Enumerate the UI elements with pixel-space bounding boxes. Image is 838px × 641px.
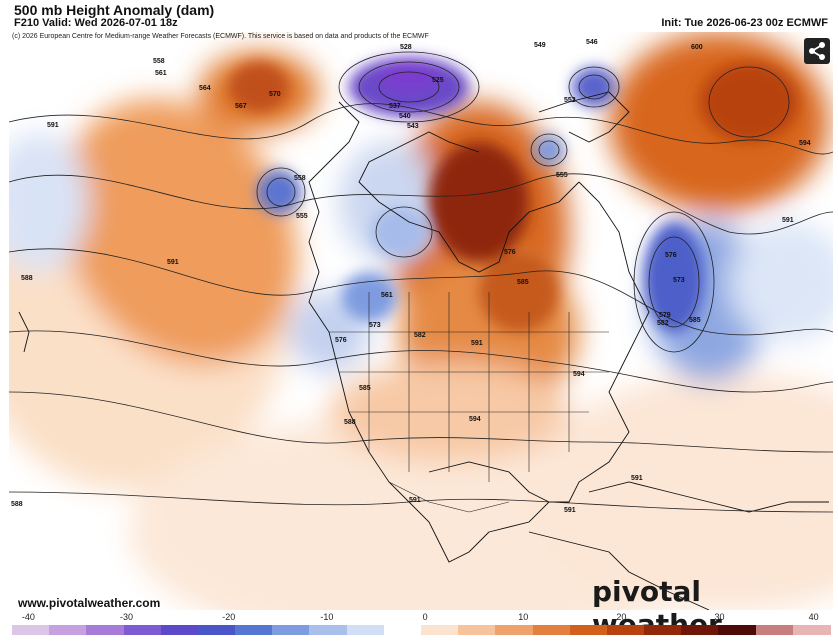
contour-label: 543 bbox=[407, 123, 419, 130]
colorbar-swatch bbox=[755, 625, 794, 635]
contour-label: 576 bbox=[335, 337, 347, 344]
contour-label: 591 bbox=[631, 475, 643, 482]
contour-label: 558 bbox=[153, 58, 165, 65]
contour-label: 582 bbox=[657, 320, 669, 327]
header-bar: 500 mb Height Anomaly (dam) F210 Valid: … bbox=[0, 0, 838, 32]
contour-label: 594 bbox=[469, 416, 481, 423]
contour-label: 585 bbox=[359, 385, 371, 392]
copyright-notice: (c) 2026 European Centre for Medium-rang… bbox=[12, 33, 429, 40]
contour-label: 588 bbox=[11, 501, 23, 508]
contour-label: 552 bbox=[564, 97, 576, 104]
colorbar-tick: 10 bbox=[518, 612, 529, 622]
contour-label: 591 bbox=[47, 122, 59, 129]
valid-time: F210 Valid: Wed 2026-07-01 18z bbox=[14, 17, 178, 29]
map-title: 500 mb Height Anomaly (dam) bbox=[14, 2, 215, 18]
colorbar-swatch bbox=[383, 625, 422, 635]
colorbar-tick: -10 bbox=[320, 612, 334, 622]
colorbar-tick: 40 bbox=[808, 612, 819, 622]
colorbar-swatch bbox=[12, 625, 50, 635]
contour-label: 558 bbox=[294, 175, 306, 182]
contour-label: 591 bbox=[167, 259, 179, 266]
contour-label: 585 bbox=[517, 279, 529, 286]
colorbar-tick: 0 bbox=[422, 612, 428, 622]
contour-label: 567 bbox=[235, 103, 247, 110]
share-button[interactable] bbox=[804, 38, 830, 64]
contour-label: 528 bbox=[400, 44, 412, 51]
colorbar-swatch bbox=[532, 625, 571, 635]
contour-label: 555 bbox=[296, 213, 308, 220]
contour-label: 573 bbox=[673, 277, 685, 284]
contour-label: 588 bbox=[344, 419, 356, 426]
colorbar-swatch bbox=[569, 625, 608, 635]
colorbar-swatch bbox=[495, 625, 534, 635]
state-borders bbox=[329, 292, 609, 513]
colorbar-swatch bbox=[49, 625, 88, 635]
colorbar-swatch bbox=[718, 625, 757, 635]
contour-label: 555 bbox=[556, 172, 568, 179]
colorbar-swatch bbox=[309, 625, 348, 635]
contour-label: 525 bbox=[432, 77, 444, 84]
contour-label: 546 bbox=[586, 39, 598, 46]
colorbar-swatch bbox=[346, 625, 385, 635]
colorbar-swatch bbox=[160, 625, 199, 635]
contour-label: 576 bbox=[504, 249, 516, 256]
contour-label: 591 bbox=[409, 497, 421, 504]
colorbar-swatch bbox=[86, 625, 125, 635]
colorbar-swatch bbox=[792, 625, 831, 635]
contour-label: 591 bbox=[564, 507, 576, 514]
website-link[interactable]: www.pivotalweather.com bbox=[18, 596, 161, 610]
contour-label: 594 bbox=[573, 371, 585, 378]
colorbar-swatch bbox=[421, 625, 459, 635]
brand-logo: pivotal weather bbox=[592, 575, 722, 641]
colorbar-swatch bbox=[458, 625, 497, 635]
colorbar-swatch bbox=[644, 625, 683, 635]
height-contours bbox=[9, 51, 833, 513]
colorbar-swatch bbox=[681, 625, 720, 635]
contour-label: 579 bbox=[659, 312, 671, 319]
contour-label: 564 bbox=[199, 85, 211, 92]
contour-label: 588 bbox=[21, 275, 33, 282]
colorbar-swatch bbox=[123, 625, 162, 635]
contour-label: 582 bbox=[414, 332, 426, 339]
colorbar-tick: 30 bbox=[714, 612, 725, 622]
colorbar-swatch bbox=[235, 625, 274, 635]
contour-label: 594 bbox=[799, 140, 811, 147]
contour-label: 600 bbox=[691, 44, 703, 51]
share-icon bbox=[809, 42, 825, 60]
contour-label: 537 bbox=[389, 103, 401, 110]
contour-label: 561 bbox=[155, 70, 167, 77]
map-canvas: 528 546 549 558 561 564 567 570 573 576 … bbox=[9, 32, 833, 610]
colorbar-swatch bbox=[606, 625, 645, 635]
contour-label: 549 bbox=[534, 42, 546, 49]
contour-label: 540 bbox=[399, 113, 411, 120]
colorbar bbox=[12, 625, 831, 635]
contour-label: 591 bbox=[471, 340, 483, 347]
contour-label: 585 bbox=[689, 317, 701, 324]
colorbar-tick: 20 bbox=[616, 612, 627, 622]
colorbar-swatch bbox=[197, 625, 236, 635]
colorbar-tick: -30 bbox=[120, 612, 134, 622]
colorbar-ticks: -40 -30 -20 -10 0 10 20 30 40 bbox=[12, 612, 830, 624]
contour-label: 591 bbox=[782, 217, 794, 224]
contour-label: 570 bbox=[269, 91, 281, 98]
contour-labels: 528 546 549 558 561 564 567 570 573 576 … bbox=[11, 39, 811, 514]
colorbar-tick: -40 bbox=[21, 612, 35, 622]
contour-label: 573 bbox=[369, 322, 381, 329]
colorbar-swatch bbox=[272, 625, 311, 635]
init-time: Init: Tue 2026-06-23 00z ECMWF bbox=[661, 17, 828, 29]
contour-label: 561 bbox=[381, 292, 393, 299]
anomaly-map[interactable]: 528 546 549 558 561 564 567 570 573 576 … bbox=[9, 32, 833, 610]
contour-label: 576 bbox=[665, 252, 677, 259]
colorbar-tick: -20 bbox=[222, 612, 236, 622]
